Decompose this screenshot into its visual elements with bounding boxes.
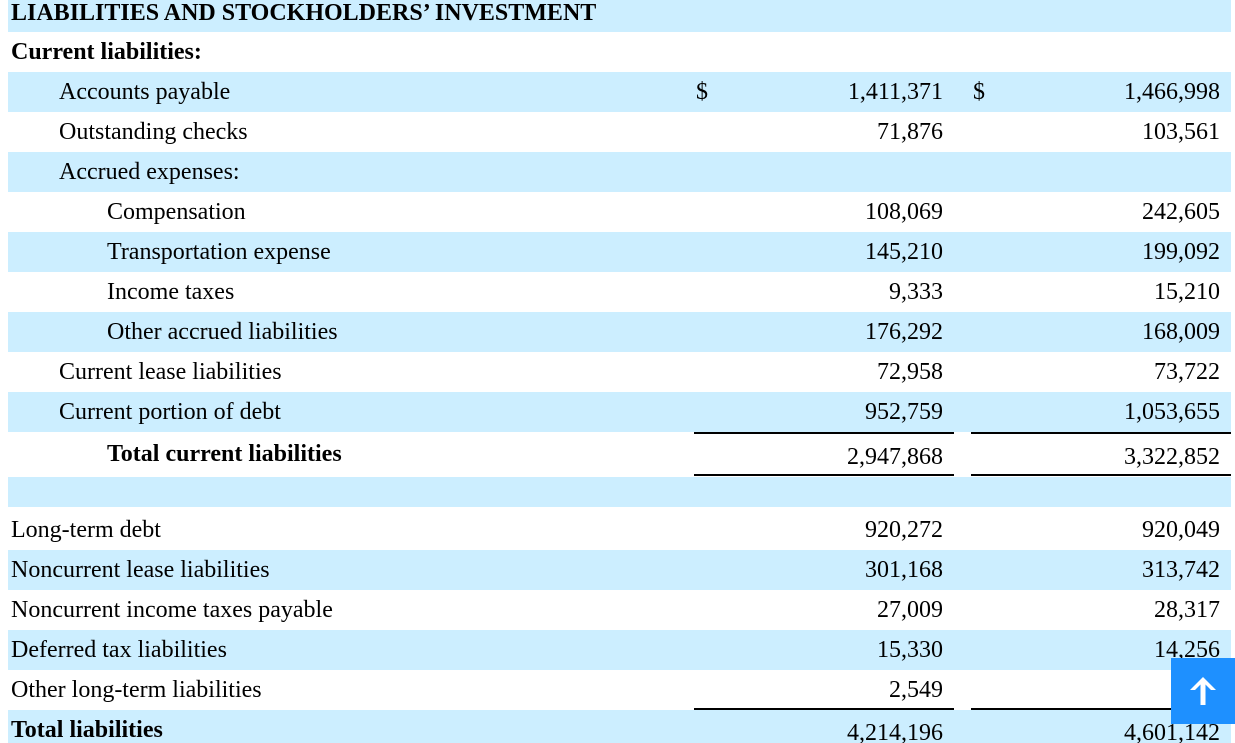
value-current: 952,759 [865,399,943,425]
table-row: Total current liabilities 2,947,868 3,32… [8,434,1231,474]
value-current: 71,876 [877,119,943,145]
subtotal-rule [971,432,1231,434]
subtotal-rule [694,432,954,434]
subtotal-rule [971,708,1231,710]
value-current: 27,009 [877,597,943,623]
table-row: Current portion of debt 952,759 1,053,65… [8,392,1231,432]
table-row: Noncurrent lease liabilities 301,168 313… [8,550,1231,590]
table-row: Accrued expenses: [8,152,1231,192]
row-label: Long-term debt [11,517,161,543]
section-header-row: LIABILITIES AND STOCKHOLDERS’ INVESTMENT [8,0,1231,32]
table-row: Other long-term liabilities 2,549 [8,670,1231,710]
subsection-header-row: Current liabilities: [8,32,1231,72]
row-label: Deferred tax liabilities [11,637,227,663]
row-label: Total current liabilities [107,441,342,467]
value-current: 176,292 [865,319,943,345]
arrow-up-icon [1190,677,1216,705]
row-label: Current lease liabilities [59,359,282,385]
table-row: Long-term debt 920,272 920,049 [8,510,1231,550]
row-label: Outstanding checks [59,119,248,145]
currency-symbol: $ [696,79,708,105]
table-row: Other accrued liabilities 176,292 168,00… [8,312,1231,352]
scroll-to-top-button[interactable] [1171,658,1235,724]
value-prior: 1,466,998 [1124,79,1220,105]
value-prior: 28,317 [1154,597,1220,623]
value-prior: 103,561 [1142,119,1220,145]
value-current: 301,168 [865,557,943,583]
table-row: Total liabilities 4,214,196 4,601,142 [8,710,1231,743]
value-current: 72,958 [877,359,943,385]
value-current: 4,214,196 [847,720,943,743]
value-current: 145,210 [865,239,943,265]
table-row: Deferred tax liabilities 15,330 14,256 [8,630,1231,670]
value-prior: 1,053,655 [1124,399,1220,425]
table-row: Income taxes 9,333 15,210 [8,272,1231,312]
value-current: 9,333 [889,279,943,305]
value-prior: 199,092 [1142,239,1220,265]
table-row: Outstanding checks 71,876 103,561 [8,112,1231,152]
value-prior: 920,049 [1142,517,1220,543]
value-current: 2,549 [889,677,943,703]
row-label: Other long-term liabilities [11,677,262,703]
total-rule [971,474,1231,476]
table-row: Compensation 108,069 242,605 [8,192,1231,232]
row-label: Income taxes [107,279,235,305]
row-label: Noncurrent income taxes payable [11,597,333,623]
value-current: 2,947,868 [847,444,943,470]
section-title: LIABILITIES AND STOCKHOLDERS’ INVESTMENT [11,0,597,26]
value-current: 920,272 [865,517,943,543]
table-row: Noncurrent income taxes payable 27,009 2… [8,590,1231,630]
spacer-row [8,477,1231,507]
total-rule [694,474,954,476]
currency-symbol: $ [973,79,985,105]
table-row: Current lease liabilities 72,958 73,722 [8,352,1231,392]
row-label: Transportation expense [107,239,331,265]
row-label: Noncurrent lease liabilities [11,557,270,583]
value-prior: 4,601,142 [1124,720,1220,743]
subtotal-rule [694,708,954,710]
table-row: Transportation expense 145,210 199,092 [8,232,1231,272]
row-label: Accrued expenses: [59,159,240,185]
row-label: Other accrued liabilities [107,319,338,345]
row-label: Total liabilities [11,717,163,743]
value-current: 1,411,371 [847,79,943,105]
row-label: Accounts payable [59,79,231,105]
value-current: 15,330 [877,637,943,663]
value-prior: 15,210 [1154,279,1220,305]
value-prior: 242,605 [1142,199,1220,225]
value-current: 108,069 [865,199,943,225]
value-prior: 3,322,852 [1124,444,1220,470]
row-label: Compensation [107,199,246,225]
table-row: Accounts payable $ 1,411,371 $ 1,466,998 [8,72,1231,112]
value-prior: 168,009 [1142,319,1220,345]
subsection-title: Current liabilities: [11,39,202,65]
row-label: Current portion of debt [59,399,281,425]
value-prior: 73,722 [1154,359,1220,385]
value-prior: 313,742 [1142,557,1220,583]
